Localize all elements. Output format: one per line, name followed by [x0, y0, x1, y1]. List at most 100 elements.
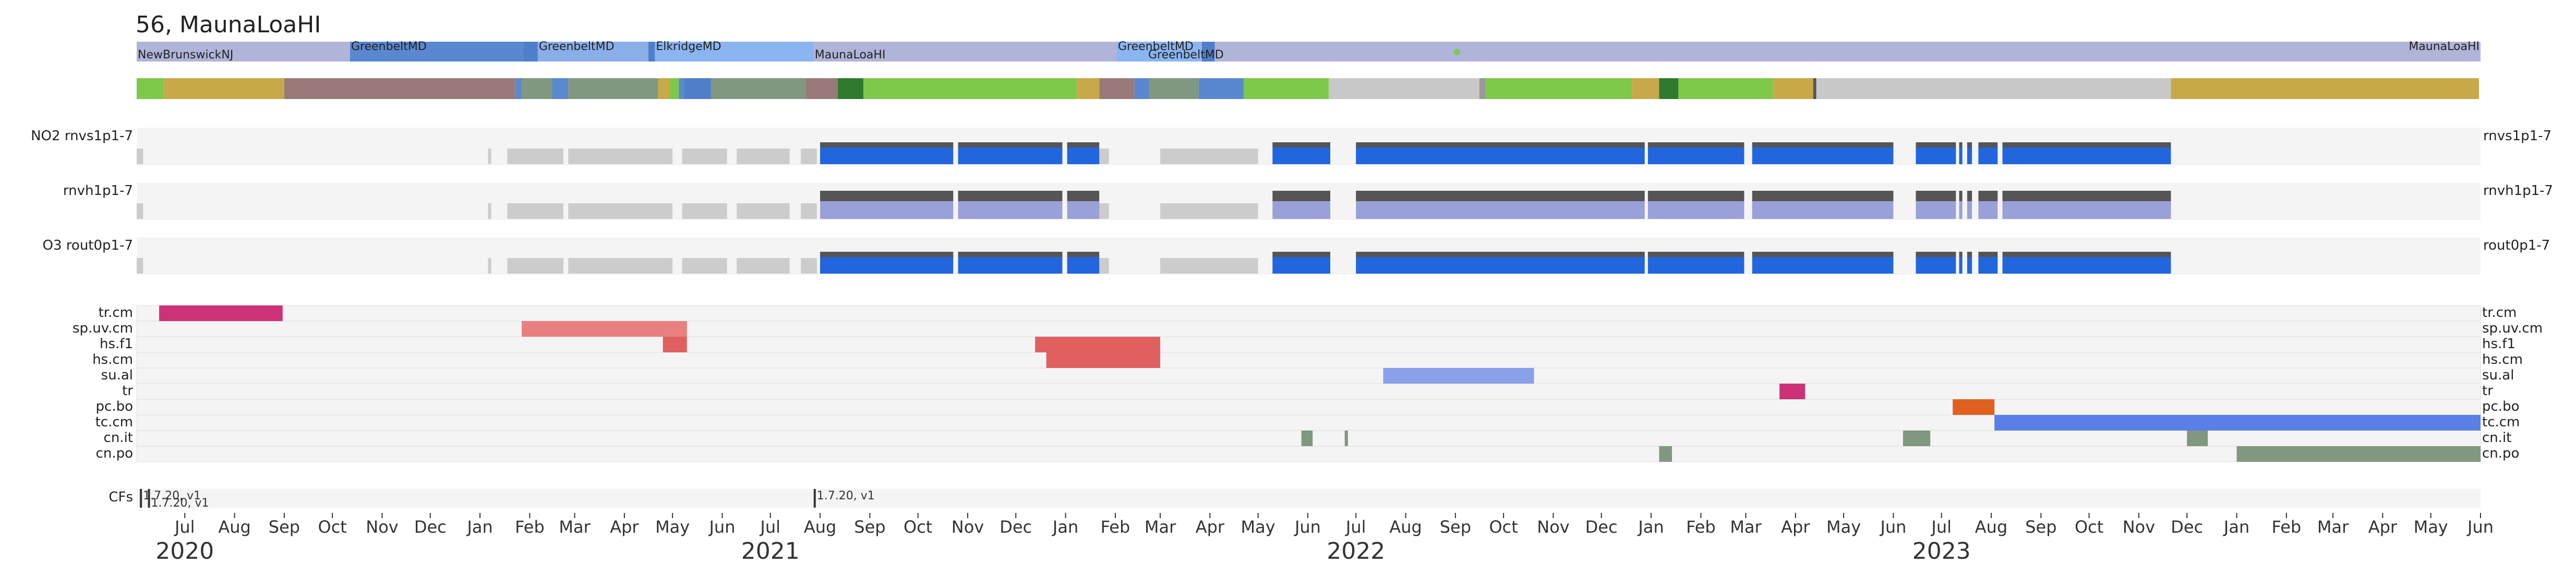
month-label: Feb	[1101, 517, 1130, 537]
data-block-top	[958, 191, 1063, 201]
location-label: GreenbeltMD	[1148, 48, 1224, 62]
gray-block	[568, 258, 673, 274]
data-block	[1356, 256, 1645, 274]
data-block	[1959, 256, 1963, 274]
cfs-marker	[148, 489, 150, 508]
event-label-left: cn.po	[96, 446, 133, 461]
year-label: 2021	[741, 538, 800, 564]
status-segment	[669, 78, 679, 99]
data-block	[1959, 201, 1963, 219]
month-label: Sep	[269, 517, 300, 537]
month-label: Aug	[1975, 517, 2007, 537]
month-label: Feb	[2272, 517, 2302, 537]
event-label-left: tc.cm	[95, 414, 133, 430]
status-segment	[1486, 78, 1632, 99]
status-segment	[1773, 78, 1813, 99]
event-bar	[1301, 431, 1313, 446]
data-block-top	[1272, 252, 1331, 257]
month-label: Apr	[2368, 517, 2398, 537]
status-segment	[1077, 78, 1100, 99]
data-block	[2002, 256, 2171, 274]
month-label: Nov	[952, 517, 984, 537]
data-block	[958, 146, 1063, 164]
event-row-bg	[136, 321, 2481, 337]
month-label: Nov	[2123, 517, 2155, 537]
row-label-left: NO2 rnvs1p1-7	[31, 128, 133, 144]
month-label: Feb	[1686, 517, 1716, 537]
data-block	[2002, 201, 2171, 219]
event-label-right: hs.cm	[2482, 352, 2523, 367]
data-block	[1978, 146, 1998, 164]
year-label: 2023	[1912, 538, 1971, 564]
location-segment	[655, 42, 814, 62]
status-segment	[1198, 78, 1244, 99]
data-block-top	[958, 142, 1063, 148]
status-segment	[2171, 78, 2479, 99]
event-bar	[1035, 337, 1161, 352]
data-block-top	[1959, 142, 1963, 148]
event-row-bg	[136, 446, 2481, 462]
month-label: Aug	[1389, 517, 1422, 537]
data-block-top	[1752, 191, 1894, 201]
data-block	[1959, 146, 1963, 164]
data-block-top	[820, 252, 954, 257]
location-label: MaunaLoaHI	[2409, 40, 2479, 53]
data-block	[1272, 256, 1331, 274]
status-segment	[568, 78, 658, 99]
data-block	[820, 256, 954, 274]
month-label: Jun	[1294, 517, 1321, 537]
event-row-bg	[136, 305, 2481, 322]
status-segment	[1813, 78, 1816, 99]
event-label-left: tr	[122, 383, 133, 399]
month-label: Jul	[1345, 517, 1366, 537]
cfs-row-bg	[137, 489, 2481, 508]
month-label: Oct	[318, 517, 347, 537]
gray-block	[682, 258, 727, 274]
event-label-right: pc.bo	[2482, 399, 2519, 414]
month-label: Apr	[1781, 517, 1810, 537]
month-label: Aug	[804, 517, 836, 537]
event-row-bg	[136, 336, 2481, 353]
data-block-top	[1272, 191, 1331, 201]
status-segment	[164, 78, 284, 99]
cfs-label: CFs	[109, 489, 133, 505]
data-block-top	[1067, 191, 1100, 201]
month-label: Feb	[515, 517, 545, 537]
month-label: Jul	[1930, 517, 1952, 537]
event-bar	[2236, 446, 2481, 462]
status-segment	[837, 78, 864, 99]
month-label: May	[655, 517, 690, 537]
gray-block	[801, 258, 817, 274]
gray-block	[801, 203, 817, 219]
data-block-top	[1916, 191, 1956, 201]
status-segment	[1149, 78, 1199, 99]
data-block-top	[1752, 142, 1894, 148]
data-block-top	[820, 142, 954, 148]
cfs-marker-label: 1.7.20, v1	[151, 497, 209, 510]
event-label-left: hs.f1	[100, 336, 133, 352]
event-bar	[1046, 352, 1161, 368]
row-label-left: O3 rout0p1-7	[43, 238, 133, 253]
data-block	[1978, 256, 1998, 274]
cfs-marker	[140, 489, 142, 508]
status-segment	[522, 78, 552, 99]
status-segment	[683, 78, 711, 99]
month-label: Jun	[2466, 517, 2494, 537]
data-block-top	[1959, 191, 1963, 201]
month-label: Jan	[1052, 517, 1078, 537]
gray-block	[507, 203, 564, 219]
month-label: Jul	[174, 517, 195, 537]
month-label: Oct	[904, 517, 932, 537]
data-block-top	[1967, 252, 1972, 257]
month-label: May	[1826, 517, 1861, 537]
gray-block	[801, 149, 817, 164]
data-block-top	[1978, 142, 1998, 148]
month-label: Jul	[759, 517, 780, 537]
event-bar	[1953, 399, 1995, 415]
status-segment	[658, 78, 669, 99]
data-block	[1752, 146, 1894, 164]
time-axis: Jul Aug Sep Oct Nov Dec Jan Feb Mar Apr May Jun Jul A…	[155, 513, 2494, 564]
